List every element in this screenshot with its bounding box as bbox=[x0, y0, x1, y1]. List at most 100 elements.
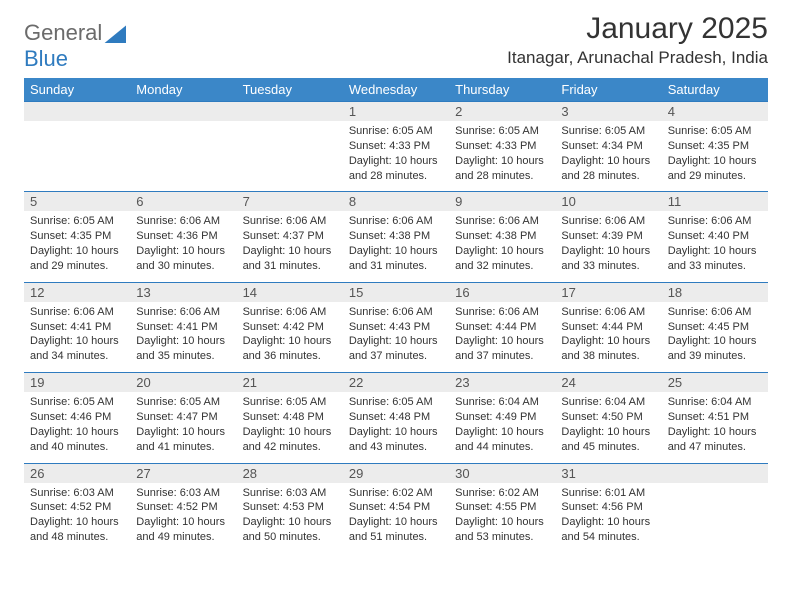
day-info: Sunrise: 6:06 AMSunset: 4:38 PMDaylight:… bbox=[343, 211, 449, 281]
brand-part2: Blue bbox=[24, 46, 68, 71]
calendar-body: 1Sunrise: 6:05 AMSunset: 4:33 PMDaylight… bbox=[24, 102, 768, 553]
calendar-day: 14Sunrise: 6:06 AMSunset: 4:42 PMDayligh… bbox=[237, 282, 343, 372]
daylight-text: Daylight: 10 hours and 36 minutes. bbox=[243, 334, 337, 364]
sail-icon bbox=[104, 25, 126, 43]
day-info: Sunrise: 6:06 AMSunset: 4:43 PMDaylight:… bbox=[343, 302, 449, 372]
daylight-text: Daylight: 10 hours and 43 minutes. bbox=[349, 425, 443, 455]
daylight-text: Daylight: 10 hours and 42 minutes. bbox=[243, 425, 337, 455]
day-number: 16 bbox=[449, 283, 555, 302]
sunrise-text: Sunrise: 6:04 AM bbox=[561, 395, 655, 410]
day-number: 9 bbox=[449, 192, 555, 211]
calendar-day: 22Sunrise: 6:05 AMSunset: 4:48 PMDayligh… bbox=[343, 373, 449, 463]
calendar-day: 23Sunrise: 6:04 AMSunset: 4:49 PMDayligh… bbox=[449, 373, 555, 463]
sunrise-text: Sunrise: 6:06 AM bbox=[243, 214, 337, 229]
sunrise-text: Sunrise: 6:06 AM bbox=[349, 305, 443, 320]
calendar-day: 18Sunrise: 6:06 AMSunset: 4:45 PMDayligh… bbox=[662, 282, 768, 372]
day-info: Sunrise: 6:06 AMSunset: 4:41 PMDaylight:… bbox=[24, 302, 130, 372]
calendar-week: 12Sunrise: 6:06 AMSunset: 4:41 PMDayligh… bbox=[24, 282, 768, 372]
daylight-text: Daylight: 10 hours and 31 minutes. bbox=[243, 244, 337, 274]
day-info: Sunrise: 6:05 AMSunset: 4:48 PMDaylight:… bbox=[343, 392, 449, 462]
sunset-text: Sunset: 4:34 PM bbox=[561, 139, 655, 154]
calendar-day: 21Sunrise: 6:05 AMSunset: 4:48 PMDayligh… bbox=[237, 373, 343, 463]
sunrise-text: Sunrise: 6:05 AM bbox=[30, 214, 124, 229]
day-number: 30 bbox=[449, 464, 555, 483]
day-info: Sunrise: 6:06 AMSunset: 4:45 PMDaylight:… bbox=[662, 302, 768, 372]
calendar-day: 2Sunrise: 6:05 AMSunset: 4:33 PMDaylight… bbox=[449, 102, 555, 192]
day-number: 20 bbox=[130, 373, 236, 392]
day-number bbox=[237, 102, 343, 121]
day-number: 23 bbox=[449, 373, 555, 392]
calendar-day: 7Sunrise: 6:06 AMSunset: 4:37 PMDaylight… bbox=[237, 192, 343, 282]
day-number bbox=[130, 102, 236, 121]
sunset-text: Sunset: 4:48 PM bbox=[349, 410, 443, 425]
sunset-text: Sunset: 4:44 PM bbox=[561, 320, 655, 335]
day-number: 1 bbox=[343, 102, 449, 121]
sunset-text: Sunset: 4:52 PM bbox=[136, 500, 230, 515]
calendar-day: 20Sunrise: 6:05 AMSunset: 4:47 PMDayligh… bbox=[130, 373, 236, 463]
sunrise-text: Sunrise: 6:01 AM bbox=[561, 486, 655, 501]
calendar-week: 1Sunrise: 6:05 AMSunset: 4:33 PMDaylight… bbox=[24, 102, 768, 192]
day-info: Sunrise: 6:06 AMSunset: 4:38 PMDaylight:… bbox=[449, 211, 555, 281]
sunset-text: Sunset: 4:56 PM bbox=[561, 500, 655, 515]
calendar-day: 6Sunrise: 6:06 AMSunset: 4:36 PMDaylight… bbox=[130, 192, 236, 282]
sunset-text: Sunset: 4:45 PM bbox=[668, 320, 762, 335]
day-number: 11 bbox=[662, 192, 768, 211]
calendar-day: 27Sunrise: 6:03 AMSunset: 4:52 PMDayligh… bbox=[130, 463, 236, 553]
day-info: Sunrise: 6:06 AMSunset: 4:44 PMDaylight:… bbox=[449, 302, 555, 372]
day-info: Sunrise: 6:01 AMSunset: 4:56 PMDaylight:… bbox=[555, 483, 661, 553]
day-number: 18 bbox=[662, 283, 768, 302]
sunrise-text: Sunrise: 6:06 AM bbox=[668, 214, 762, 229]
daylight-text: Daylight: 10 hours and 31 minutes. bbox=[349, 244, 443, 274]
daylight-text: Daylight: 10 hours and 29 minutes. bbox=[668, 154, 762, 184]
day-number bbox=[24, 102, 130, 121]
daylight-text: Daylight: 10 hours and 45 minutes. bbox=[561, 425, 655, 455]
daylight-text: Daylight: 10 hours and 32 minutes. bbox=[455, 244, 549, 274]
calendar-day: 5Sunrise: 6:05 AMSunset: 4:35 PMDaylight… bbox=[24, 192, 130, 282]
day-header: Wednesday bbox=[343, 78, 449, 102]
day-number: 25 bbox=[662, 373, 768, 392]
day-info: Sunrise: 6:02 AMSunset: 4:55 PMDaylight:… bbox=[449, 483, 555, 553]
daylight-text: Daylight: 10 hours and 51 minutes. bbox=[349, 515, 443, 545]
calendar-day: 24Sunrise: 6:04 AMSunset: 4:50 PMDayligh… bbox=[555, 373, 661, 463]
day-number: 26 bbox=[24, 464, 130, 483]
day-header: Monday bbox=[130, 78, 236, 102]
sunrise-text: Sunrise: 6:04 AM bbox=[455, 395, 549, 410]
day-number: 8 bbox=[343, 192, 449, 211]
day-info: Sunrise: 6:05 AMSunset: 4:46 PMDaylight:… bbox=[24, 392, 130, 462]
sunrise-text: Sunrise: 6:06 AM bbox=[561, 214, 655, 229]
day-number: 12 bbox=[24, 283, 130, 302]
calendar-day: 28Sunrise: 6:03 AMSunset: 4:53 PMDayligh… bbox=[237, 463, 343, 553]
sunset-text: Sunset: 4:41 PM bbox=[136, 320, 230, 335]
daylight-text: Daylight: 10 hours and 47 minutes. bbox=[668, 425, 762, 455]
sunset-text: Sunset: 4:40 PM bbox=[668, 229, 762, 244]
sunset-text: Sunset: 4:36 PM bbox=[136, 229, 230, 244]
sunrise-text: Sunrise: 6:03 AM bbox=[243, 486, 337, 501]
sunset-text: Sunset: 4:54 PM bbox=[349, 500, 443, 515]
day-number: 28 bbox=[237, 464, 343, 483]
day-header: Tuesday bbox=[237, 78, 343, 102]
sunrise-text: Sunrise: 6:05 AM bbox=[668, 124, 762, 139]
daylight-text: Daylight: 10 hours and 50 minutes. bbox=[243, 515, 337, 545]
day-info: Sunrise: 6:03 AMSunset: 4:53 PMDaylight:… bbox=[237, 483, 343, 553]
day-info: Sunrise: 6:05 AMSunset: 4:33 PMDaylight:… bbox=[343, 121, 449, 191]
day-number: 2 bbox=[449, 102, 555, 121]
calendar-day: 9Sunrise: 6:06 AMSunset: 4:38 PMDaylight… bbox=[449, 192, 555, 282]
sunset-text: Sunset: 4:51 PM bbox=[668, 410, 762, 425]
title-block: January 2025 Itanagar, Arunachal Pradesh… bbox=[507, 12, 768, 68]
daylight-text: Daylight: 10 hours and 35 minutes. bbox=[136, 334, 230, 364]
sunset-text: Sunset: 4:44 PM bbox=[455, 320, 549, 335]
sunrise-text: Sunrise: 6:02 AM bbox=[349, 486, 443, 501]
sunrise-text: Sunrise: 6:06 AM bbox=[243, 305, 337, 320]
day-header-row: SundayMondayTuesdayWednesdayThursdayFrid… bbox=[24, 78, 768, 102]
daylight-text: Daylight: 10 hours and 48 minutes. bbox=[30, 515, 124, 545]
daylight-text: Daylight: 10 hours and 33 minutes. bbox=[561, 244, 655, 274]
day-info: Sunrise: 6:05 AMSunset: 4:35 PMDaylight:… bbox=[662, 121, 768, 191]
daylight-text: Daylight: 10 hours and 39 minutes. bbox=[668, 334, 762, 364]
location-subtitle: Itanagar, Arunachal Pradesh, India bbox=[507, 48, 768, 68]
calendar-day-empty bbox=[24, 102, 130, 192]
sunrise-text: Sunrise: 6:05 AM bbox=[349, 124, 443, 139]
day-header: Thursday bbox=[449, 78, 555, 102]
sunrise-text: Sunrise: 6:06 AM bbox=[455, 214, 549, 229]
calendar-day: 29Sunrise: 6:02 AMSunset: 4:54 PMDayligh… bbox=[343, 463, 449, 553]
day-number: 15 bbox=[343, 283, 449, 302]
